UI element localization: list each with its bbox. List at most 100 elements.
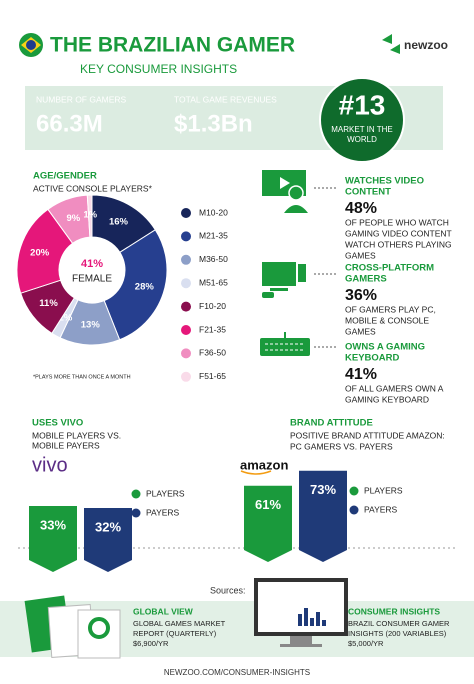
legend-swatch [181, 348, 191, 359]
source-title: GLOBAL VIEW [133, 606, 194, 616]
center-value: 41% [81, 258, 103, 270]
legend-label: F10-20 [199, 301, 226, 311]
section-subtitle: MOBILE PAYERS [32, 440, 100, 450]
section-title: USES VIVO [32, 418, 83, 429]
legend-label: PAYERS [146, 507, 180, 517]
insight-text: GAMES [345, 326, 376, 336]
section-subtitle: ACTIVE CONSOLE PLAYERS* [33, 183, 153, 193]
legend-swatch [181, 278, 191, 289]
pie-slice [86, 194, 93, 238]
brand-logo [382, 34, 400, 54]
flag-globe [26, 40, 36, 50]
title: THE BRAZILIAN GAMER [50, 34, 295, 57]
insight-text: GAMING KEYBOARD [345, 394, 429, 404]
insight-title: WATCHES VIDEO [345, 176, 424, 187]
rank-value: #13 [339, 89, 386, 120]
legend-label: M36-50 [199, 254, 228, 264]
slice-label: 11% [39, 298, 58, 309]
legend-label: M51-65 [199, 277, 228, 287]
insight-value: 48% [345, 200, 377, 217]
source-text: $6,900/YR [133, 639, 169, 648]
rank-label: WORLD [347, 135, 377, 144]
slice-label: 13% [81, 319, 101, 330]
source-text: $5,000/YR [348, 639, 384, 648]
legend-label: M21-35 [199, 231, 228, 241]
bar-label: 33% [40, 517, 66, 532]
rank-circle [319, 77, 405, 163]
legend-swatch [181, 301, 191, 312]
subtitle: KEY CONSUMER INSIGHTS [80, 62, 237, 76]
legend-label: PAYERS [364, 504, 398, 514]
amazon-smile [240, 470, 272, 475]
insight-text: OF PEOPLE WHO WATCH [345, 217, 449, 227]
stat-label: NUMBER OF GAMERS [36, 94, 127, 104]
insight-title: OWNS A GAMING [345, 342, 425, 353]
section-title: BRAND ATTITUDE [290, 418, 373, 429]
section-subtitle: POSITIVE BRAND ATTITUDE AMAZON: [290, 430, 445, 440]
legend-swatch [131, 508, 141, 518]
source-text: BRAZIL CONSUMER GAMER [348, 619, 450, 628]
insight-title: CONTENT [345, 187, 391, 198]
legend-label: F36-50 [199, 348, 226, 358]
section-subtitle: MOBILE PLAYERS VS. [32, 430, 121, 440]
legend-swatch [181, 254, 191, 265]
bar [244, 485, 292, 562]
slice-label: 16% [109, 216, 129, 227]
insight-title: GAMERS [345, 274, 387, 285]
source-text: INSIGHTS (200 VARIABLES) [348, 629, 447, 638]
bar-label: 61% [255, 497, 281, 512]
insight-title: CROSS-PLATFORM [345, 263, 434, 274]
report-images [24, 595, 121, 659]
insight-value: 36% [345, 287, 377, 304]
insight-value: 41% [345, 366, 377, 383]
legend-swatch [349, 505, 359, 515]
section-title: AGE/GENDER [33, 171, 97, 182]
insight-title: KEYBOARD [345, 353, 400, 364]
legend-swatch [131, 489, 141, 499]
legend-label: PLAYERS [146, 488, 185, 498]
legend-swatch [181, 208, 191, 218]
bar-label: 32% [95, 519, 121, 534]
insight-text: MOBILE & CONSOLE [345, 315, 429, 325]
pie-slice [103, 229, 168, 341]
bar [84, 508, 132, 572]
stat-value: $1.3Bn [174, 110, 253, 137]
section-subtitle: PC GAMERS VS. PAYERS [290, 441, 393, 451]
legend-swatch [181, 371, 191, 382]
keyboard-icon [260, 332, 338, 356]
slice-label: 20% [30, 248, 50, 259]
footer: NEWZOO.COM/CONSUMER-INSIGHTS [164, 668, 310, 677]
slice-label: 1% [83, 210, 97, 221]
footnote: *PLAYS MORE THAN ONCE A MONTH [33, 374, 131, 380]
monitor-image [254, 578, 348, 647]
legend-label: F51-65 [199, 371, 226, 381]
video-icon [262, 170, 338, 213]
legend-swatch [181, 231, 191, 242]
platform-icon [262, 262, 338, 298]
slice-label: 2% [59, 313, 73, 324]
legend-label: PLAYERS [364, 485, 403, 495]
rank-label: MARKET IN THE [331, 125, 393, 134]
insight-text: GAMING VIDEO CONTENT [345, 228, 452, 238]
bar [29, 506, 77, 572]
legend-label: F21-35 [199, 324, 226, 334]
insight-text: OF ALL GAMERS OWN A [345, 383, 444, 393]
legend-swatch [349, 486, 359, 496]
source-text: GLOBAL GAMES MARKET [133, 619, 226, 628]
brand: newzoo [404, 38, 448, 52]
legend-swatch [181, 325, 191, 335]
insight-text: OF GAMERS PLAY PC, [345, 304, 436, 314]
amazon-logo: amazon [240, 457, 288, 472]
slice-label: 9% [67, 213, 81, 224]
legend-label: M10-20 [199, 207, 228, 217]
insight-text: GAMES [345, 250, 376, 260]
source-title: CONSUMER INSIGHTS [348, 606, 440, 616]
slice-label: 28% [135, 282, 155, 293]
insight-text: WATCH OTHERS PLAYING [345, 239, 452, 249]
sources-label: Sources: [210, 585, 246, 595]
pie-slice [16, 208, 74, 294]
stat-value: 66.3M [36, 110, 103, 137]
center-label: FEMALE [72, 274, 112, 285]
source-text: REPORT (QUARTERLY) [133, 629, 217, 638]
bar-label: 73% [310, 482, 336, 497]
